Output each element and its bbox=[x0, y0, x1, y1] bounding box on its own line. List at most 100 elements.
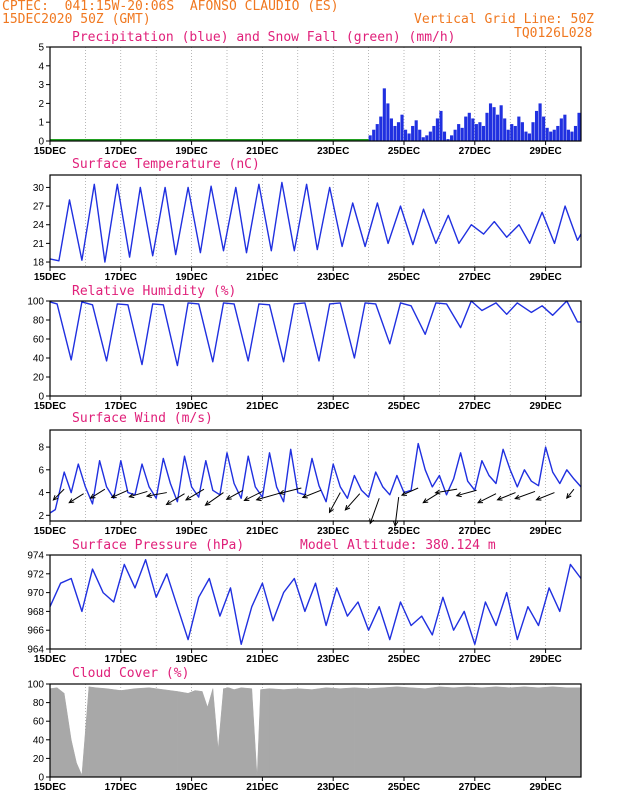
precip-bar bbox=[545, 127, 549, 141]
precip-bar bbox=[524, 131, 528, 141]
wind-vector-head bbox=[477, 498, 484, 504]
y-tick-label: 40 bbox=[33, 735, 45, 746]
panel-title-temp: Surface Temperature (nC) bbox=[72, 157, 260, 172]
y-tick-label: 40 bbox=[33, 354, 45, 365]
precip-bar bbox=[407, 133, 411, 141]
y-tick-label: 968 bbox=[27, 607, 44, 618]
x-tick-label: 15DEC bbox=[34, 146, 66, 157]
precip-bar bbox=[534, 110, 539, 141]
cloud-area bbox=[354, 687, 369, 778]
x-tick-label: 21DEC bbox=[246, 272, 278, 283]
header-code: TQ0126L028 bbox=[514, 26, 593, 41]
cloud-area bbox=[207, 688, 214, 778]
cloud-area bbox=[439, 686, 454, 778]
cloud-area bbox=[538, 686, 553, 778]
cloud-area bbox=[256, 689, 261, 778]
x-tick-label: 17DEC bbox=[105, 654, 137, 665]
wind-vector bbox=[205, 492, 224, 506]
panel-frame-rh bbox=[49, 300, 582, 397]
wind-line bbox=[49, 442, 582, 514]
wind-vector bbox=[129, 490, 148, 498]
wind-vector-head bbox=[344, 504, 351, 511]
y-tick-label: 80 bbox=[33, 698, 45, 709]
x-tick-label: 29DEC bbox=[529, 401, 561, 412]
wind-vector-head bbox=[535, 495, 542, 501]
precip-bar bbox=[492, 107, 496, 141]
cloud-area bbox=[148, 687, 164, 778]
x-tick-label: 23DEC bbox=[317, 401, 349, 412]
precip-bar bbox=[467, 112, 471, 141]
precip-bar bbox=[538, 103, 542, 141]
precip-bar bbox=[389, 118, 393, 141]
wind-vector-head bbox=[145, 492, 152, 498]
panel-frame-pres bbox=[49, 554, 582, 650]
wind-vector-head bbox=[128, 493, 135, 499]
panel-title-rh: Relative Humidity (%) bbox=[72, 284, 236, 299]
x-tick-label: 19DEC bbox=[175, 272, 207, 283]
y-tick-label: 21 bbox=[33, 239, 45, 250]
wind-vector-head bbox=[243, 496, 250, 501]
y-tick-label: 100 bbox=[27, 297, 44, 308]
y-tick-label: 3 bbox=[38, 80, 44, 91]
precip-bar bbox=[453, 129, 457, 141]
panel-frame-wind bbox=[49, 429, 582, 522]
wind-vector-head bbox=[255, 496, 262, 502]
wind-vector-head bbox=[393, 521, 399, 528]
y-tick-label: 0 bbox=[38, 773, 44, 784]
x-tick-label: 21DEC bbox=[246, 146, 278, 157]
cloud-area bbox=[70, 739, 77, 778]
wind-vector-head bbox=[400, 491, 407, 496]
cloud-area bbox=[424, 686, 440, 778]
cloud-area bbox=[228, 687, 235, 778]
cloud-area bbox=[223, 687, 230, 778]
x-tick-label: 27DEC bbox=[459, 272, 491, 283]
wind-vector bbox=[279, 487, 302, 494]
panel-pres: Surface Pressure (hPa) Model Altitude: 38… bbox=[27, 538, 582, 665]
x-tick-label: 17DEC bbox=[105, 526, 137, 537]
precip-bar bbox=[404, 129, 408, 141]
wind-vector-head bbox=[185, 495, 192, 501]
cloud-area bbox=[325, 687, 341, 778]
y-tick-label: 974 bbox=[27, 551, 44, 562]
x-tick-label: 19DEC bbox=[175, 146, 207, 157]
precip-bar bbox=[421, 137, 425, 141]
precip-bar bbox=[481, 125, 486, 141]
wind-vector bbox=[456, 489, 477, 497]
y-tick-label: 970 bbox=[27, 588, 44, 599]
precip-bar bbox=[573, 125, 578, 141]
cloud-area bbox=[163, 689, 178, 778]
cloud-area bbox=[217, 688, 224, 778]
header-station: CPTEC: 041:15W-20:06S AFONSO CLAUDIO (ES… bbox=[2, 0, 339, 14]
x-tick-label: 21DEC bbox=[246, 654, 278, 665]
wind-vector-head bbox=[278, 489, 285, 495]
y-tick-label: 1 bbox=[38, 118, 44, 129]
precip-bar bbox=[556, 125, 560, 141]
y-tick-label: 18 bbox=[33, 258, 45, 269]
precip-bar bbox=[435, 118, 439, 141]
x-tick-label: 25DEC bbox=[388, 526, 420, 537]
cloud-area bbox=[410, 687, 426, 778]
header-date: 15DEC2020 50Z (GMT) bbox=[2, 12, 151, 27]
wind-vector bbox=[329, 492, 341, 513]
panel-cloud: Cloud Cover (%) 0 20 40 60 80 100 15DEC 17DEC 19D… bbox=[27, 666, 582, 793]
cloud-area bbox=[81, 686, 90, 778]
precip-bar bbox=[432, 125, 436, 141]
precip-bar bbox=[368, 135, 372, 141]
y-tick-label: 0 bbox=[38, 137, 44, 148]
wind-vector bbox=[435, 488, 458, 494]
x-tick-label: 27DEC bbox=[459, 782, 491, 793]
precip-bar bbox=[457, 124, 461, 141]
x-tick-label: 17DEC bbox=[105, 782, 137, 793]
precip-bar bbox=[520, 122, 524, 141]
y-tick-label: 964 bbox=[27, 645, 44, 656]
cloud-area bbox=[88, 686, 97, 778]
precip-bar bbox=[446, 139, 450, 141]
x-tick-label: 29DEC bbox=[529, 146, 561, 157]
y-tick-label: 27 bbox=[33, 202, 45, 213]
wind-vector bbox=[422, 493, 438, 504]
panel-wind: Surface Wind (m/s) 2 4 6 8 15DEC 17DEC 19DEC 21D… bbox=[34, 411, 582, 537]
wind-vector-head bbox=[455, 492, 462, 498]
cloud-area bbox=[201, 691, 208, 778]
x-tick-label: 21DEC bbox=[246, 401, 278, 412]
x-tick-label: 23DEC bbox=[317, 782, 349, 793]
